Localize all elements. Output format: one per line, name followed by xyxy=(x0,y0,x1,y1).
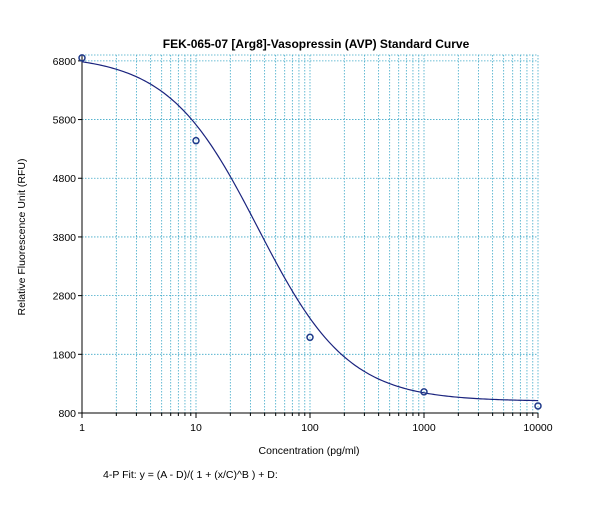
grid-lines xyxy=(82,55,538,414)
y-tick-label: 1800 xyxy=(53,349,77,361)
y-tick-label: 800 xyxy=(58,408,76,420)
fit-equation: 4-P Fit: y = (A - D)/( 1 + (x/C)^B ) + D… xyxy=(103,469,278,481)
data-point xyxy=(306,333,314,342)
data-point xyxy=(78,54,86,62)
x-tick-label: 1 xyxy=(79,422,85,434)
x-axis-label: Concentration (pg/ml) xyxy=(259,445,360,457)
fit-curve xyxy=(81,61,539,402)
y-tick-label: 5800 xyxy=(53,115,77,127)
x-tick-label: 100 xyxy=(301,422,319,434)
x-tick-label: 10 xyxy=(190,422,202,434)
y-tick-label: 6800 xyxy=(53,56,77,68)
data-point xyxy=(420,388,428,396)
chart-title: FEK-065-07 [Arg8]-Vasopressin (AVP) Stan… xyxy=(163,37,470,51)
data-point xyxy=(534,402,542,410)
y-tick-label: 3800 xyxy=(53,232,77,244)
y-tick-label: 4800 xyxy=(53,173,77,185)
x-axis-ticks: 1 10 100 1000 10000 xyxy=(79,413,553,434)
x-tick-label: 1000 xyxy=(412,422,436,434)
y-axis-label: Relative Fluorescence Unit (RFU) xyxy=(16,159,28,316)
x-tick-label: 10000 xyxy=(523,422,552,434)
fit-curve-group xyxy=(81,61,539,402)
y-axis-ticks: 800 1800 2800 3800 4800 5800 6800 xyxy=(53,56,82,420)
data-point xyxy=(192,136,200,145)
data-points xyxy=(78,54,542,410)
y-tick-label: 2800 xyxy=(53,291,77,303)
